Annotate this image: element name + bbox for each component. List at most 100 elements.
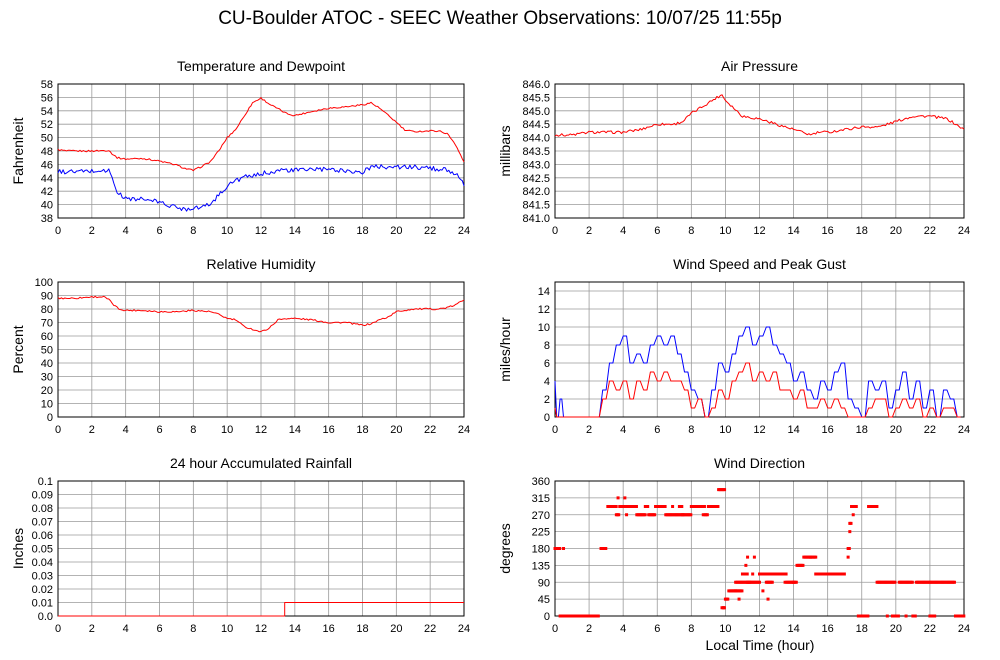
chart-title: 24 hour Accumulated Rainfall: [170, 455, 352, 471]
y-tick-label: 40: [41, 358, 53, 370]
direction-point: [701, 513, 705, 517]
y-tick-label: 0.05: [32, 544, 53, 556]
y-tick-label: 90: [41, 291, 53, 303]
y-tick-label: 845.5: [522, 92, 550, 104]
x-tick-label: 4: [123, 623, 129, 635]
direction-point: [770, 580, 774, 584]
direction-point: [758, 580, 761, 584]
x-tick-label: 0: [55, 623, 61, 635]
x-tick-label: 4: [620, 623, 626, 635]
x-tick-label: 10: [719, 424, 731, 436]
y-tick-label: 841.5: [522, 200, 550, 212]
y-tick-label: 845.0: [522, 106, 550, 118]
x-tick-label: 2: [586, 225, 592, 237]
y-tick-label: 8: [544, 340, 550, 352]
x-tick-label: 16: [822, 424, 834, 436]
x-tick-label: 18: [356, 225, 368, 237]
direction-point: [700, 505, 704, 508]
direction-point: [634, 505, 638, 508]
x-tick-label: 14: [787, 623, 799, 635]
y-tick-label: 842.5: [522, 173, 550, 185]
y-tick-label: 0: [544, 611, 550, 623]
direction-point: [962, 614, 966, 618]
plot-frame: [554, 83, 965, 219]
y-tick-label: 0.08: [32, 503, 53, 515]
x-tick-label: 16: [323, 225, 335, 237]
direction-point: [751, 572, 755, 576]
y-tick-label: 0.06: [32, 530, 53, 542]
x-tick-label: 18: [856, 225, 868, 237]
y-axis-label: millibars: [497, 125, 513, 176]
x-tick-label: 10: [221, 424, 233, 436]
direction-point: [851, 513, 855, 517]
y-tick-label: 315: [532, 493, 550, 505]
direction-point: [643, 513, 647, 517]
x-tick-label: 14: [787, 424, 799, 436]
series-line: [554, 362, 961, 418]
y-tick-label: 45: [538, 594, 550, 606]
y-tick-label: 40: [41, 200, 53, 212]
chart-title: Temperature and Dewpoint: [177, 58, 345, 74]
direction-point: [663, 505, 667, 508]
chart-title: Wind Direction: [714, 455, 805, 471]
x-tick-label: 6: [156, 225, 162, 237]
x-tick-label: 12: [255, 225, 267, 237]
y-tick-label: 14: [538, 286, 550, 298]
y-tick-label: 70: [41, 318, 53, 330]
x-tick-label: 0: [552, 424, 558, 436]
x-tick-label: 6: [654, 225, 660, 237]
y-tick-label: 180: [532, 544, 550, 556]
x-tick-label: 22: [424, 424, 436, 436]
x-tick-label: 16: [323, 424, 335, 436]
direction-point: [794, 580, 798, 584]
x-tick-label: 18: [856, 424, 868, 436]
series-line: [554, 326, 961, 418]
direction-point: [681, 513, 685, 517]
x-tick-label: 0: [55, 225, 61, 237]
y-axis-label: Fahrenheit: [10, 117, 26, 184]
direction-point: [841, 572, 845, 576]
x-tick-label: 0: [552, 623, 558, 635]
y-tick-label: 841.0: [522, 213, 550, 225]
x-tick-label: 20: [890, 623, 902, 635]
y-tick-label: 844.0: [522, 133, 550, 145]
y-axis-label: Percent: [10, 325, 26, 373]
x-tick-label: 6: [156, 424, 162, 436]
x-tick-label: 8: [688, 424, 694, 436]
x-tick-label: 12: [753, 225, 765, 237]
y-tick-label: 0.01: [32, 598, 53, 610]
y-tick-label: 46: [41, 159, 53, 171]
y-tick-label: 38: [41, 213, 53, 225]
direction-point: [625, 513, 629, 517]
y-tick-label: 52: [41, 119, 53, 131]
x-tick-label: 20: [890, 424, 902, 436]
direction-point: [705, 513, 709, 517]
x-tick-label: 10: [221, 623, 233, 635]
direction-point: [910, 580, 914, 584]
y-tick-label: 80: [41, 304, 53, 316]
y-tick-label: 58: [41, 79, 53, 91]
x-tick-label: 16: [822, 225, 834, 237]
direction-point: [617, 513, 621, 517]
page-title: CU-Boulder ATOC - SEEC Weather Observati…: [218, 8, 782, 29]
x-tick-label: 4: [123, 225, 129, 237]
x-tick-label: 14: [289, 424, 301, 436]
direction-point: [740, 589, 744, 593]
x-tick-label: 14: [787, 225, 799, 237]
series-line: [554, 94, 965, 137]
direction-point: [848, 530, 852, 534]
x-tick-label: 6: [156, 623, 162, 635]
direction-point: [931, 614, 935, 618]
y-tick-label: 0: [544, 412, 550, 424]
x-tick-label: 22: [424, 225, 436, 237]
x-tick-label: 12: [255, 623, 267, 635]
y-tick-label: 843.0: [522, 159, 550, 171]
x-tick-label: 20: [390, 424, 402, 436]
direction-point: [723, 488, 727, 492]
direction-point: [726, 597, 730, 601]
x-tick-label: 0: [552, 225, 558, 237]
direction-point: [680, 505, 684, 508]
direction-point: [792, 580, 796, 584]
series-line: [58, 602, 464, 617]
